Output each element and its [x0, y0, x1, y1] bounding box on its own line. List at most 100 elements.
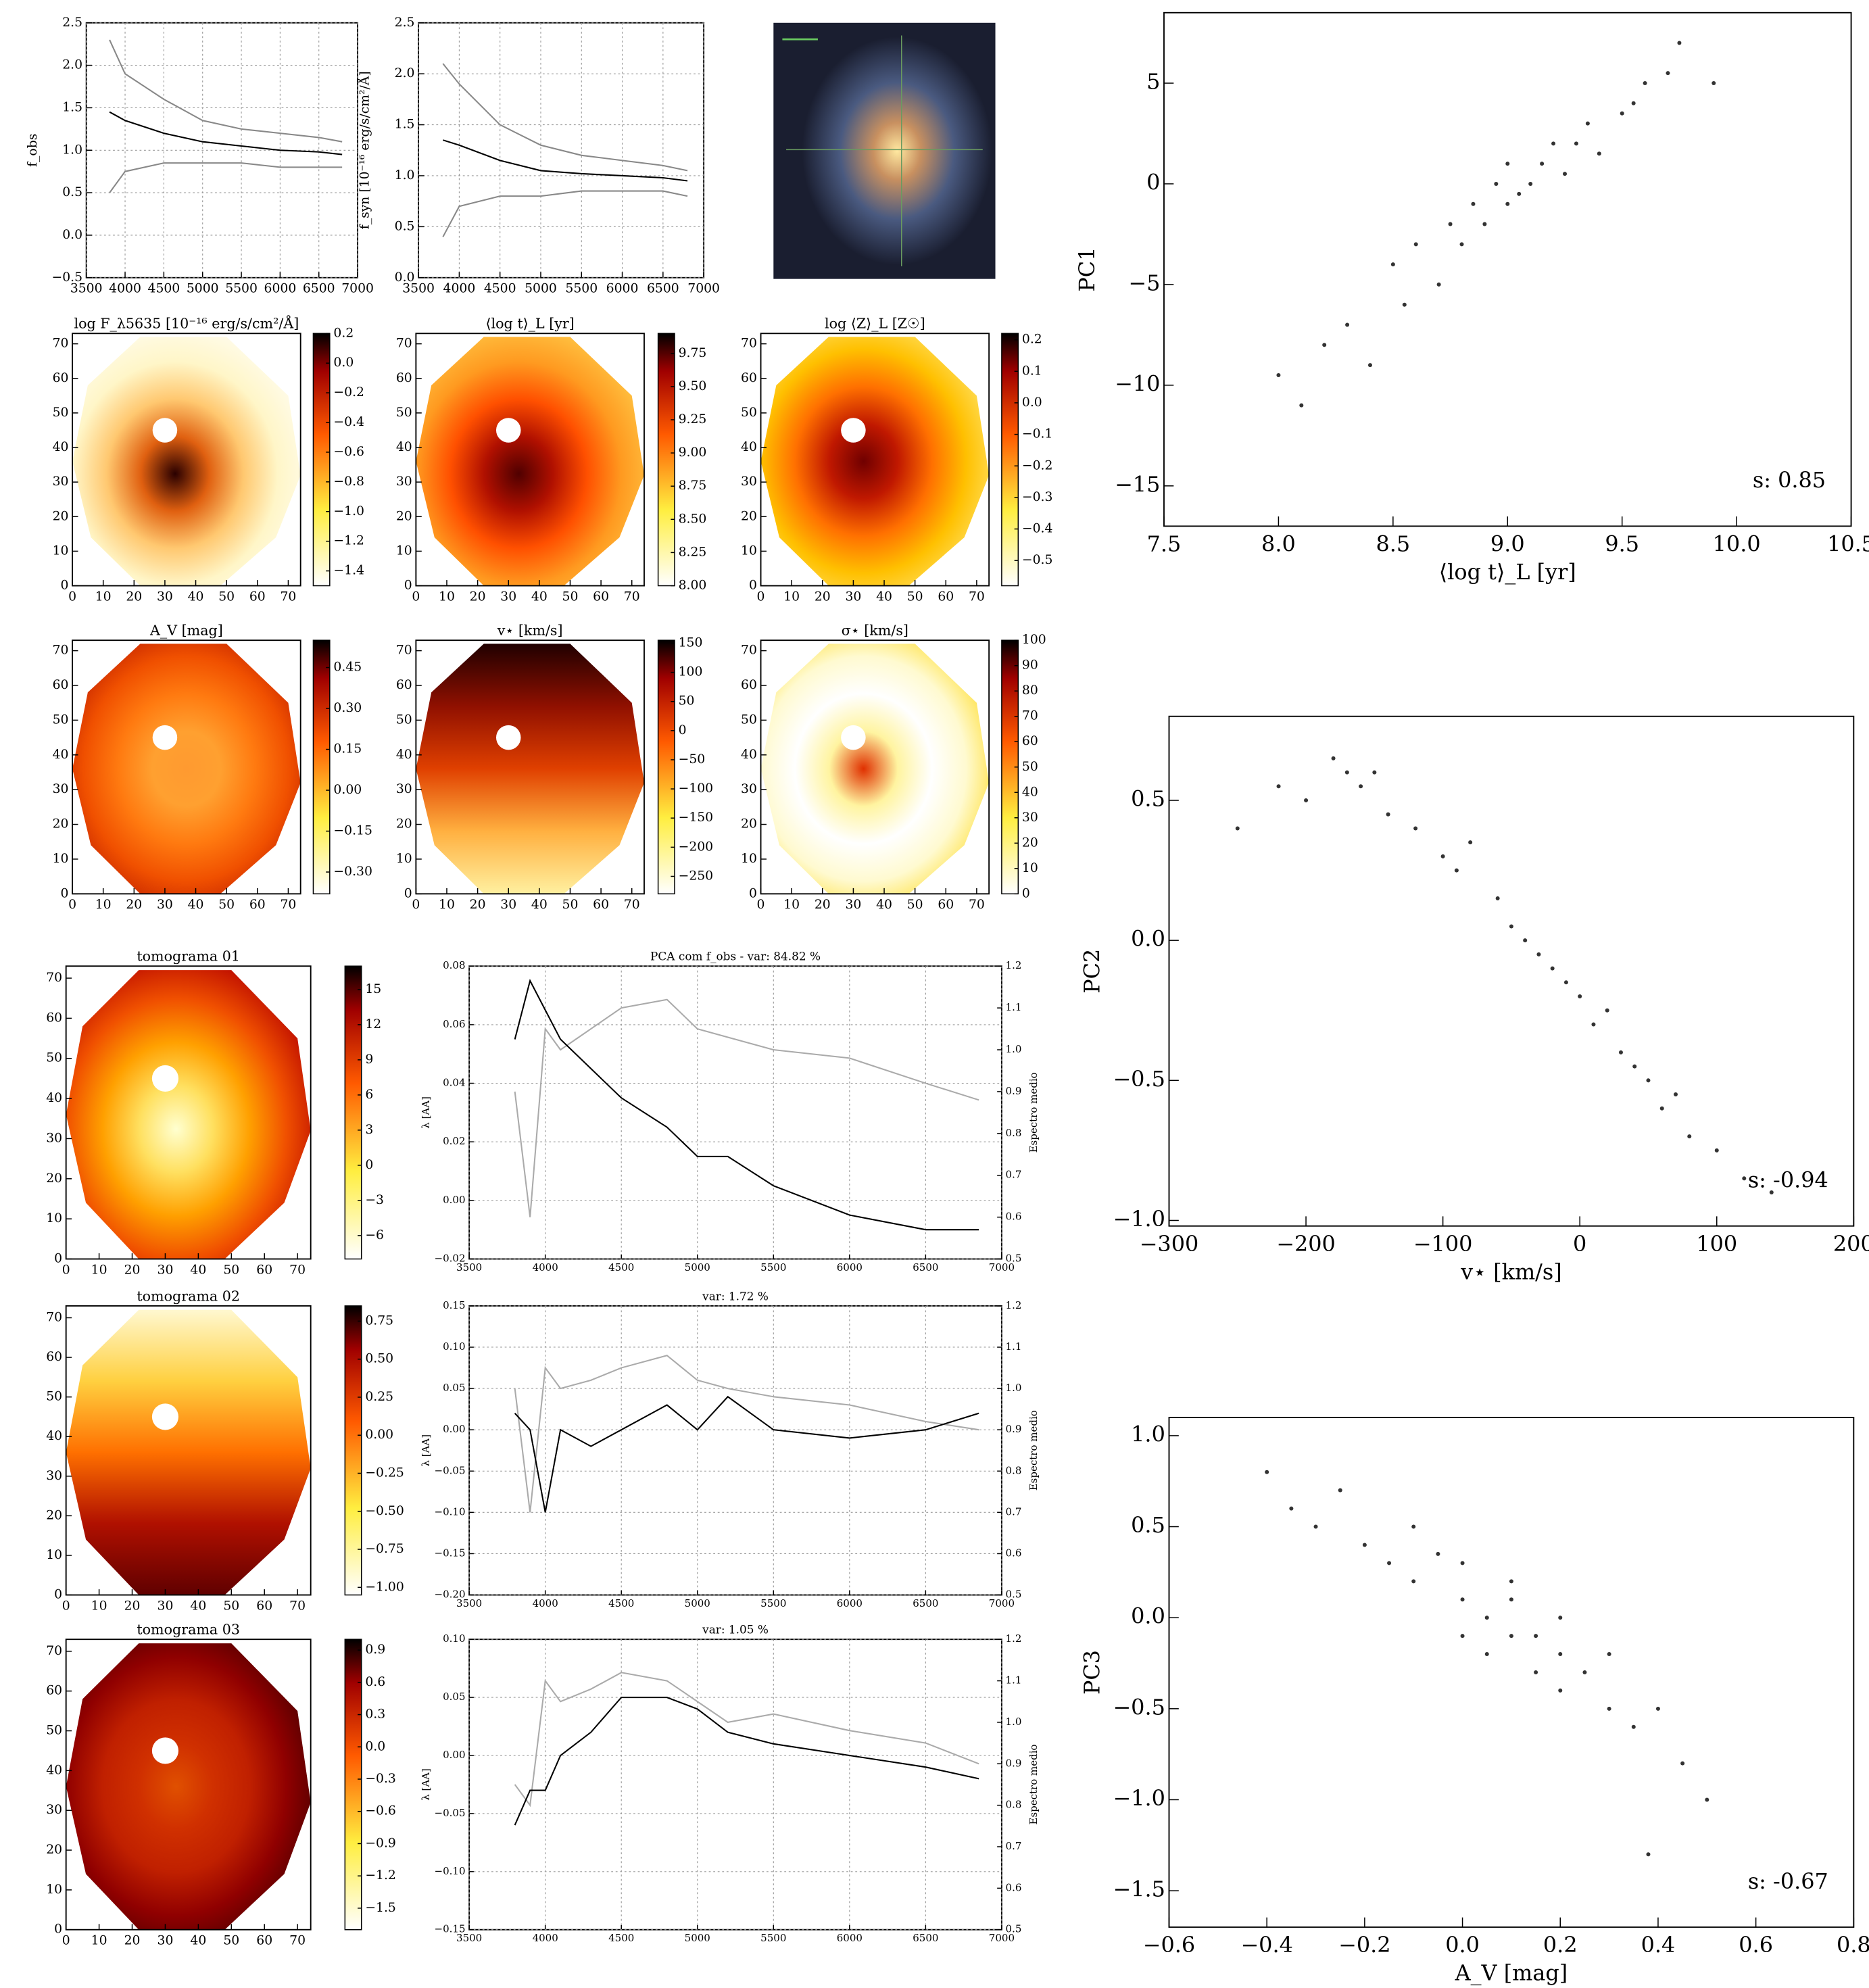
colorbar-tick-label: 0	[1022, 886, 1030, 900]
scatter-point	[1591, 1022, 1596, 1027]
colorbar-tick-label: 40	[1022, 785, 1038, 799]
colorbar-tick-label: −150	[679, 810, 714, 825]
y-axis-label: f_obs	[26, 134, 40, 167]
scatter-point	[1631, 101, 1636, 105]
scatter-point	[1578, 994, 1582, 999]
colorbar-tick-label: 8.50	[679, 512, 707, 526]
spectrum-line	[514, 1672, 979, 1808]
x-tick-label: 7000	[989, 1261, 1015, 1274]
scatter-point	[1509, 1579, 1513, 1584]
y2-tick-label: 0.8	[1006, 1464, 1022, 1476]
colorbar-tick-label: −0.50	[365, 1504, 404, 1518]
colorbar-tick-label: −3	[365, 1193, 384, 1207]
colorbar-tick-label: −0.9	[365, 1836, 396, 1850]
scatter-point	[1620, 111, 1624, 116]
colorbar-tick-label: 12	[365, 1017, 381, 1032]
x-tick-label: 50	[223, 1599, 239, 1613]
x-tick-label: 40	[190, 1599, 206, 1613]
scatter-point	[1484, 1652, 1489, 1657]
plot-frame	[468, 1305, 1002, 1596]
colorbar-tick-label: 0	[679, 723, 687, 737]
colorbar-tick-label: 9.25	[679, 412, 707, 427]
y-axis-label: f_syn [10⁻¹⁶ erg/s/cm²/Å]	[357, 71, 372, 229]
y-tick-label: 50	[396, 712, 412, 727]
x-tick-label: 0.6	[1739, 1932, 1773, 1958]
scatter-point	[1484, 1616, 1489, 1620]
y-tick-label: 50	[53, 712, 69, 727]
y-tick-label: 1.0	[1131, 1421, 1165, 1447]
colorbar-tick-label: −0.4	[333, 415, 364, 429]
x-tick-label: 7000	[687, 282, 720, 296]
y-tick-label: −0.15	[435, 1923, 466, 1935]
x-tick-label: 10	[783, 589, 800, 604]
y-tick-label: 0.10	[443, 1340, 465, 1353]
colorbar	[657, 333, 675, 587]
colorbar-tick-label: 0.15	[333, 742, 362, 756]
x-tick-label: 0.4	[1641, 1932, 1676, 1958]
colorbar-tick-label: 9.00	[679, 445, 707, 460]
scatter-point	[1673, 1092, 1678, 1097]
x-tick-label: 40	[876, 898, 892, 912]
scatter-point	[1509, 1597, 1513, 1602]
y-tick-label: 40	[396, 748, 412, 762]
colorbar	[1001, 333, 1019, 587]
colorbar-tick-label: −0.6	[365, 1804, 396, 1818]
scatter-point	[1607, 1706, 1611, 1711]
y-tick-label: 60	[53, 371, 69, 385]
plot-frame	[72, 639, 301, 895]
scatter-point	[1597, 151, 1601, 156]
colorbar-tick-label: −0.5	[1022, 553, 1053, 567]
y-tick-label: 0.06	[443, 1018, 465, 1030]
scatter-point	[1607, 1652, 1611, 1657]
spectrum-line	[514, 979, 979, 1231]
y-tick-label: −0.5	[1113, 1066, 1165, 1092]
scatter-point	[1618, 1050, 1623, 1054]
x-tick-label: 10	[439, 898, 455, 912]
scatter-point	[1643, 81, 1647, 86]
x-tick-label: 5500	[225, 282, 258, 296]
y-tick-label: 0.02	[443, 1135, 465, 1147]
scatter-point	[1563, 172, 1568, 176]
scatter-point	[1655, 1706, 1660, 1711]
y2-tick-label: 1.2	[1006, 1632, 1022, 1645]
colorbar-tick-label: 150	[679, 636, 703, 650]
spectrum-line	[514, 1697, 979, 1826]
scatter-point	[1558, 1616, 1563, 1620]
y-tick-label: 30	[741, 782, 757, 796]
colorbar-tick-label: 0.0	[1022, 395, 1042, 410]
x-tick-label: 20	[815, 589, 831, 604]
colorbar-tick-label: 0.00	[365, 1428, 393, 1442]
y-tick-label: 70	[53, 337, 69, 351]
x-tick-label: 40	[188, 589, 204, 604]
y-tick-label: 0.08	[443, 959, 465, 971]
scatter-point	[1344, 770, 1349, 775]
y-tick-label: 50	[46, 1724, 62, 1738]
y-tick-label: 0.00	[443, 1749, 465, 1761]
y-tick-label: 0.5	[1131, 786, 1165, 812]
x-tick-label: 4000	[533, 1932, 558, 1944]
x-tick-label: 50	[562, 589, 579, 604]
y-tick-label: 60	[396, 678, 412, 692]
scatter-point	[1402, 302, 1407, 307]
y-tick-label: 0	[54, 1922, 62, 1937]
x-tick-label: 6500	[303, 282, 335, 296]
colorbar-tick-label: −200	[679, 840, 714, 854]
x-tick-label: 70	[281, 898, 297, 912]
y2-tick-label: 0.9	[1006, 1757, 1022, 1769]
x-tick-label: 6000	[837, 1932, 863, 1944]
y2-tick-label: 1.0	[1006, 1382, 1022, 1394]
y-tick-label: 70	[53, 644, 69, 658]
colorbar-tick-label: 9.50	[679, 379, 707, 393]
y-tick-label: −15	[1115, 471, 1160, 497]
spectrum-line	[514, 1395, 979, 1513]
colorbar-tick-label: 0.25	[365, 1390, 393, 1404]
colorbar-tick-label: −1.2	[365, 1868, 396, 1883]
scatter-point	[1454, 868, 1459, 873]
y-tick-label: −0.15	[435, 1547, 466, 1559]
y-tick-label: 20	[741, 509, 757, 523]
x-tick-label: 200	[1833, 1231, 1869, 1257]
y-tick-label: 60	[46, 1350, 62, 1364]
colorbar-tick-label: 50	[1022, 760, 1038, 774]
plot-frame	[468, 965, 1002, 1260]
x-tick-label: 10	[95, 898, 112, 912]
